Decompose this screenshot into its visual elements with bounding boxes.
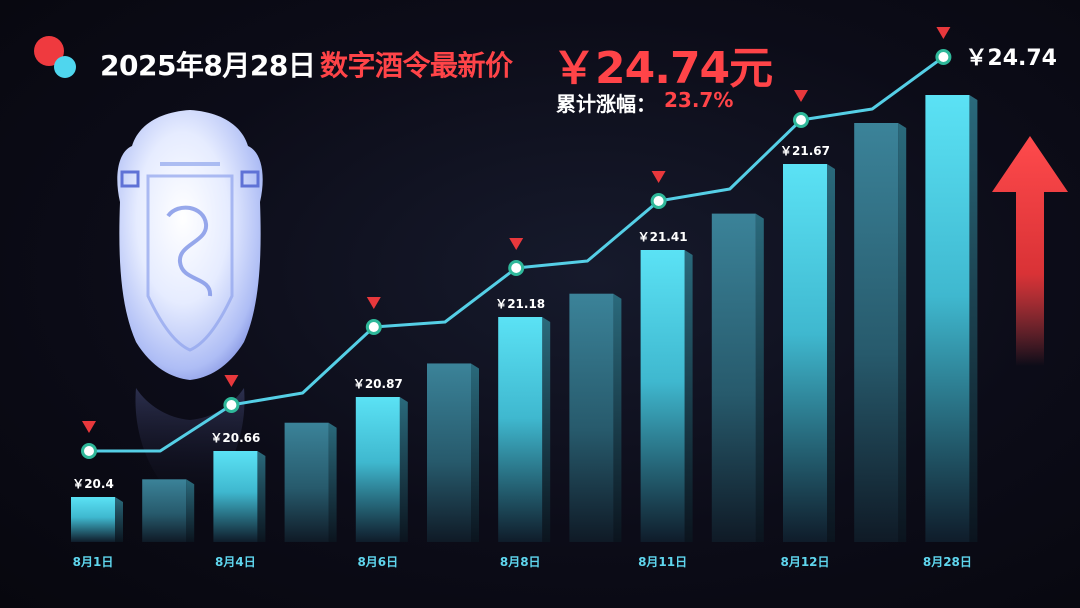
bar [284,422,329,542]
bar-side [542,317,551,542]
bar [854,123,899,542]
bar [711,213,756,542]
line-point-marker [793,112,809,128]
line-point-marker [365,319,382,335]
x-tick-label: 8月8日 [500,555,541,569]
down-triangle-icon [651,171,666,183]
x-tick-label: 8月6日 [357,555,398,569]
line-point-marker [223,397,240,413]
bar [569,293,614,542]
bar-side [328,422,337,542]
bar-value-label: ￥21.67 [780,144,830,158]
line-point-marker [650,193,667,209]
bar-side [186,479,195,542]
bar-value-label: ￥20.66 [210,431,260,445]
bar-side [898,123,907,542]
bar [427,363,471,542]
logo-cyan-dot [54,56,76,78]
cumulative-gain-label: 累计涨幅： [556,92,656,116]
bar-value-label: ￥21.18 [495,297,545,311]
bar [925,95,970,542]
bar-value-label: ￥21.41 [638,230,688,244]
x-tick-label: 8月28日 [923,555,972,569]
bar-side [684,250,693,542]
bar-value-label: ￥20.87 [353,377,403,391]
down-triangle-icon [794,90,808,102]
bar [783,164,827,542]
title-date: 2025年8月28日 [100,49,316,82]
down-triangle-icon [82,421,96,433]
two-dots-logo-icon [34,36,78,80]
cumulative-gain-value: 23.7% [664,88,734,112]
down-triangle-icon [936,27,951,39]
bar-value-label: ￥20.4 [72,477,114,491]
up-arrow-icon [992,136,1068,366]
bar-side [969,95,978,542]
x-tick-label: 8月1日 [73,555,114,569]
bar-side [399,397,408,542]
bar-side [613,293,622,542]
bar [498,317,543,542]
bar-side [471,363,479,542]
bar [355,397,400,542]
title-product-name: 数字酒令最新价 [320,49,513,82]
down-triangle-icon [509,238,524,250]
x-tick-label: 8月12日 [780,555,829,569]
down-triangle-icon [224,375,239,387]
bar-side [257,451,266,542]
bar [640,250,685,542]
bar-side [755,213,764,542]
x-tick-label: 8月4日 [215,555,256,569]
bar-side [115,497,123,542]
bar [142,479,187,542]
bar [71,497,115,542]
bar-side [827,164,835,542]
down-triangle-icon [366,297,381,309]
bar [213,451,258,542]
x-tick-label: 8月11日 [638,555,687,569]
title-latest-price: ￥24.74元 [552,43,773,94]
last-value-label: ￥24.74 [965,46,1057,71]
line-point-marker [935,49,952,65]
line-point-marker [81,443,97,459]
line-point-marker [508,260,525,276]
